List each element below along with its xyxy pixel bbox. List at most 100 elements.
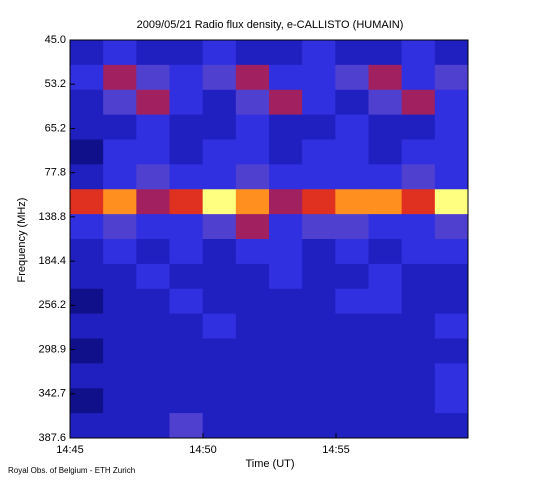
cell: [70, 64, 104, 91]
cell: [269, 64, 303, 91]
cell: [302, 189, 336, 215]
cell: [302, 363, 336, 389]
cell: [302, 263, 336, 290]
cell: [302, 114, 336, 140]
cell: [302, 89, 336, 116]
cell: [434, 164, 469, 190]
cell: [202, 89, 237, 116]
cell: [169, 338, 204, 364]
cell: [401, 338, 436, 364]
cell: [202, 388, 237, 414]
cell: [368, 338, 403, 364]
x-tick-label: 14:50: [189, 444, 217, 456]
cell: [136, 313, 170, 339]
y-tick-label: 65.2: [45, 122, 66, 134]
cell: [269, 288, 303, 315]
cell: [269, 189, 303, 215]
cell: [202, 313, 237, 339]
cell: [235, 313, 270, 339]
cell: [401, 139, 436, 165]
cell: [70, 139, 104, 165]
cell: [235, 114, 270, 140]
cell: [136, 263, 170, 290]
cell: [335, 239, 369, 265]
cell: [103, 40, 137, 66]
y-tick-label: 298.9: [38, 343, 66, 355]
cell: [70, 363, 104, 389]
cell: [235, 139, 270, 165]
cell: [136, 388, 170, 414]
cell: [70, 89, 104, 116]
cell: [202, 64, 237, 91]
cell: [70, 164, 104, 190]
cell: [302, 64, 336, 91]
cell: [202, 288, 237, 315]
cell: [202, 40, 237, 66]
cell: [368, 214, 403, 240]
cell: [103, 89, 137, 116]
cell: [434, 64, 469, 91]
cell: [103, 388, 137, 414]
cell: [368, 164, 403, 190]
cell: [70, 388, 104, 414]
cell: [136, 239, 170, 265]
cell: [302, 338, 336, 364]
cell: [103, 363, 137, 389]
cell: [235, 388, 270, 414]
cell: [434, 388, 469, 414]
cell: [368, 388, 403, 414]
cell: [401, 313, 436, 339]
cell: [302, 288, 336, 315]
cell: [103, 189, 137, 215]
cell: [401, 239, 436, 265]
cell: [401, 114, 436, 140]
cell: [401, 363, 436, 389]
cell: [202, 363, 237, 389]
cell: [136, 139, 170, 165]
cell: [401, 40, 436, 66]
cell: [235, 363, 270, 389]
cell: [302, 413, 336, 439]
cell: [335, 139, 369, 165]
cell: [136, 363, 170, 389]
cell: [434, 338, 469, 364]
cell: [136, 114, 170, 140]
cell: [335, 388, 369, 414]
y-tick-label: 138.8: [38, 211, 66, 223]
cell: [434, 313, 469, 339]
chart-title: 2009/05/21 Radio flux density, e-CALLIST…: [137, 19, 404, 31]
cell: [70, 40, 104, 66]
cell: [202, 114, 237, 140]
cell: [401, 164, 436, 190]
cell: [202, 338, 237, 364]
cell: [335, 313, 369, 339]
y-tick-label: 53.2: [45, 78, 66, 90]
cell: [368, 239, 403, 265]
cell: [335, 363, 369, 389]
cell: [103, 114, 137, 140]
cell: [103, 164, 137, 190]
cell: [269, 313, 303, 339]
cell: [434, 263, 469, 290]
y-axis-label: Frequency (MHz): [16, 198, 28, 283]
x-tick-label: 14:45: [56, 444, 84, 456]
cell: [103, 139, 137, 165]
cell: [235, 214, 270, 240]
cell: [269, 239, 303, 265]
cell: [368, 189, 403, 215]
cell: [302, 40, 336, 66]
cell: [169, 288, 204, 315]
y-tick-label: 342.7: [38, 388, 66, 400]
x-axis-label: Time (UT): [245, 458, 294, 470]
cell: [401, 89, 436, 116]
cell: [103, 239, 137, 265]
cell: [70, 263, 104, 290]
cell: [202, 239, 237, 265]
cell: [401, 413, 436, 439]
cell: [269, 413, 303, 439]
cell: [136, 214, 170, 240]
cell: [302, 214, 336, 240]
x-tick-label: 14:55: [322, 444, 350, 456]
cell: [169, 189, 204, 215]
cell: [136, 64, 170, 91]
